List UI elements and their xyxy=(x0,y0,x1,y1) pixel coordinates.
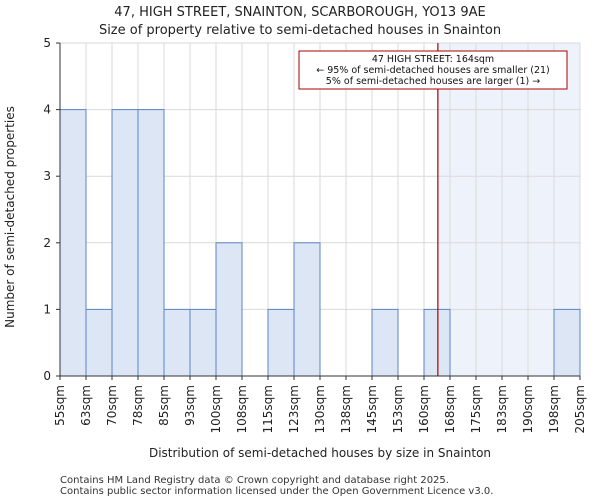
bar xyxy=(59,109,87,377)
x-tick-label: 108sqm xyxy=(235,385,249,433)
bar xyxy=(215,242,243,377)
x-tick-label: 153sqm xyxy=(391,385,405,433)
footer-line-2: Contains public sector information licen… xyxy=(60,486,493,497)
x-tick-label: 160sqm xyxy=(417,385,431,433)
bar xyxy=(189,308,217,377)
annotation-line: ← 95% of semi-detached houses are smalle… xyxy=(316,65,550,76)
y-tick-label: 1 xyxy=(43,302,51,316)
x-tick-label: 93sqm xyxy=(183,385,197,426)
x-tick-label: 145sqm xyxy=(365,385,379,433)
y-tick-label: 2 xyxy=(43,236,51,250)
y-tick-label: 3 xyxy=(43,169,51,183)
x-tick-label: 78sqm xyxy=(131,385,145,426)
x-tick-label: 183sqm xyxy=(495,385,509,433)
x-tick-label: 55sqm xyxy=(53,385,67,426)
y-tick-label: 5 xyxy=(43,36,51,50)
y-axis-label: Number of semi-detached properties xyxy=(3,106,17,328)
annotation-line: 5% of semi-detached houses are larger (1… xyxy=(326,76,540,87)
bar xyxy=(85,308,113,377)
annotation-box xyxy=(298,50,568,90)
x-tick-label: 115sqm xyxy=(261,385,275,433)
bar xyxy=(111,109,139,377)
x-tick-label: 168sqm xyxy=(443,385,457,433)
bar xyxy=(137,109,165,377)
x-tick-label: 205sqm xyxy=(573,385,587,433)
bar xyxy=(293,242,321,377)
y-tick-label: 4 xyxy=(43,103,51,117)
x-tick-label: 198sqm xyxy=(547,385,561,433)
bar xyxy=(163,308,191,377)
bar xyxy=(267,308,295,377)
bar xyxy=(553,308,581,377)
y-tick-label: 0 xyxy=(43,369,51,383)
x-tick-label: 100sqm xyxy=(209,385,223,433)
x-tick-label: 138sqm xyxy=(339,385,353,433)
annotation-line: 47 HIGH STREET: 164sqm xyxy=(372,54,494,65)
x-tick-label: 190sqm xyxy=(521,385,535,433)
x-tick-label: 70sqm xyxy=(105,385,119,426)
footer-line-1: Contains HM Land Registry data © Crown c… xyxy=(60,475,449,486)
x-tick-label: 63sqm xyxy=(79,385,93,426)
chart-subtitle: Size of property relative to semi-detach… xyxy=(99,23,501,38)
chart-title: 47, HIGH STREET, SNAINTON, SCARBOROUGH, … xyxy=(114,5,485,20)
x-tick-label: 85sqm xyxy=(157,385,171,426)
bar xyxy=(371,308,399,377)
bar xyxy=(423,308,451,377)
x-tick-label: 123sqm xyxy=(287,385,301,433)
plot-area: 0 1 2 3 4 5 55sqm 63sqm 70sqm 78sqm 85sqm 93sqm 100s… xyxy=(43,36,587,433)
x-axis-label: Distribution of semi-detached houses by … xyxy=(149,446,491,460)
x-tick-label: 175sqm xyxy=(469,385,483,433)
x-tick-label: 130sqm xyxy=(313,385,327,433)
